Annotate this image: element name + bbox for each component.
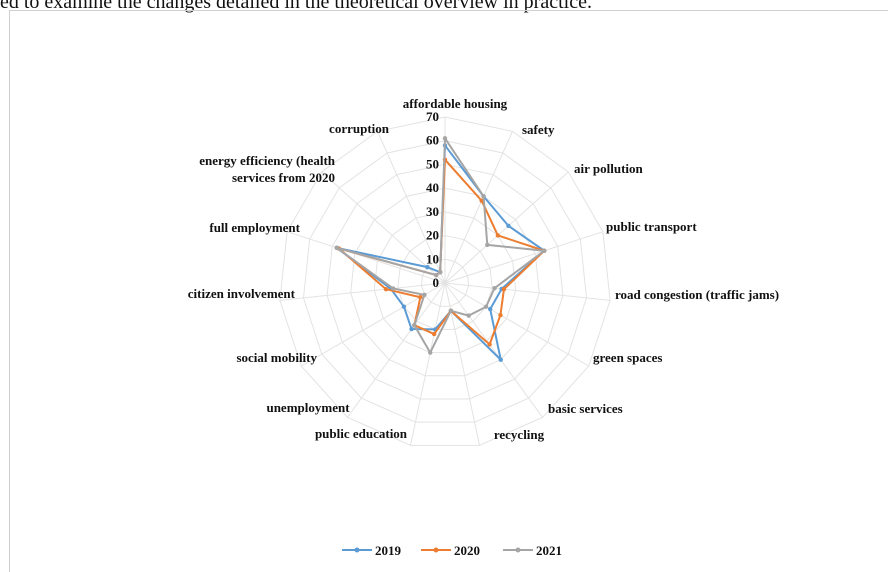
legend-marker-2021: [515, 547, 521, 553]
data-point: [479, 198, 484, 203]
legend-marker-2019: [354, 547, 360, 553]
data-point: [433, 272, 439, 278]
legend: 2019 2020 2021: [342, 543, 562, 558]
grid-spoke: [444, 171, 569, 284]
data-point: [418, 295, 423, 300]
category-label: unemployment: [266, 400, 350, 415]
data-point: [483, 304, 489, 309]
tick-label: 40: [426, 180, 439, 195]
category-label: corruption: [329, 121, 390, 136]
data-point: [442, 136, 448, 141]
category-label: green spaces: [593, 350, 662, 365]
category-label: recycling: [494, 427, 545, 442]
data-point: [498, 312, 503, 318]
chart-frame: [9, 10, 888, 572]
grid-spoke: [444, 131, 513, 284]
category-label: public education: [315, 426, 408, 441]
data-point: [431, 331, 437, 337]
data-point: [501, 286, 507, 292]
data-point: [506, 223, 511, 229]
data-point: [422, 292, 427, 298]
category-label: basic services: [548, 401, 623, 416]
data-point: [437, 269, 443, 275]
category-label: full employment: [209, 220, 300, 235]
data-point: [485, 242, 490, 248]
category-label: road congestion (traffic jams): [615, 287, 779, 302]
data-point: [466, 313, 471, 318]
category-label: air pollution: [574, 161, 644, 176]
grid-spoke: [286, 231, 446, 284]
data-point: [409, 326, 414, 332]
grid-spoke: [444, 282, 611, 301]
tick-label: 70: [426, 109, 439, 124]
category-label: energy efficiency (health services from 2…: [199, 153, 336, 185]
data-point: [401, 304, 407, 309]
intro-text: ed to examine the changes detailed in th…: [0, 0, 592, 13]
grid-ring: [302, 140, 588, 423]
data-point: [412, 323, 417, 328]
data-point: [334, 245, 339, 251]
series-2021: [334, 136, 547, 355]
tick-label: 30: [426, 204, 439, 219]
tick-label: 60: [426, 133, 439, 148]
category-label: public transport: [606, 219, 697, 234]
grid-spoke: [321, 171, 446, 284]
legend-label-2021: 2021: [536, 543, 562, 558]
data-point: [542, 248, 547, 253]
data-point: [481, 194, 486, 199]
category-label-line: services from 2020: [232, 170, 335, 185]
legend-label-2019: 2019: [375, 543, 402, 558]
grid-spoke: [444, 231, 604, 284]
series-line-2021: [335, 137, 546, 354]
grid-spoke: [377, 131, 446, 284]
data-point: [487, 342, 492, 347]
category-label-line: energy efficiency (health: [199, 153, 336, 168]
grid-spoke: [444, 282, 590, 367]
data-point: [448, 308, 454, 314]
category-label: safety: [522, 122, 555, 137]
category-label: affordable housing: [403, 96, 508, 111]
grid-ring: [373, 211, 517, 354]
grid-spoke: [347, 282, 446, 418]
grid-spoke: [444, 282, 543, 418]
grid-ring: [397, 235, 493, 330]
data-point: [390, 286, 396, 291]
data-point: [487, 306, 493, 312]
category-label: social mobility: [236, 350, 317, 365]
tick-label: 50: [426, 156, 439, 171]
data-point: [383, 286, 389, 292]
tick-label: 20: [426, 228, 439, 243]
legend-label-2020: 2020: [454, 543, 480, 558]
grid-ring: [279, 116, 611, 446]
tick-label: 0: [433, 275, 440, 290]
grid-ring: [326, 163, 564, 400]
tick-label: 10: [426, 251, 439, 266]
data-point: [498, 357, 503, 362]
data-point: [492, 286, 497, 291]
grid-spoke: [409, 282, 446, 446]
category-label: citizen involvement: [188, 286, 296, 301]
grid-spoke: [279, 282, 446, 301]
data-point: [428, 350, 433, 355]
data-point: [495, 233, 501, 238]
legend-marker-2020: [433, 547, 439, 553]
data-point: [425, 264, 430, 270]
